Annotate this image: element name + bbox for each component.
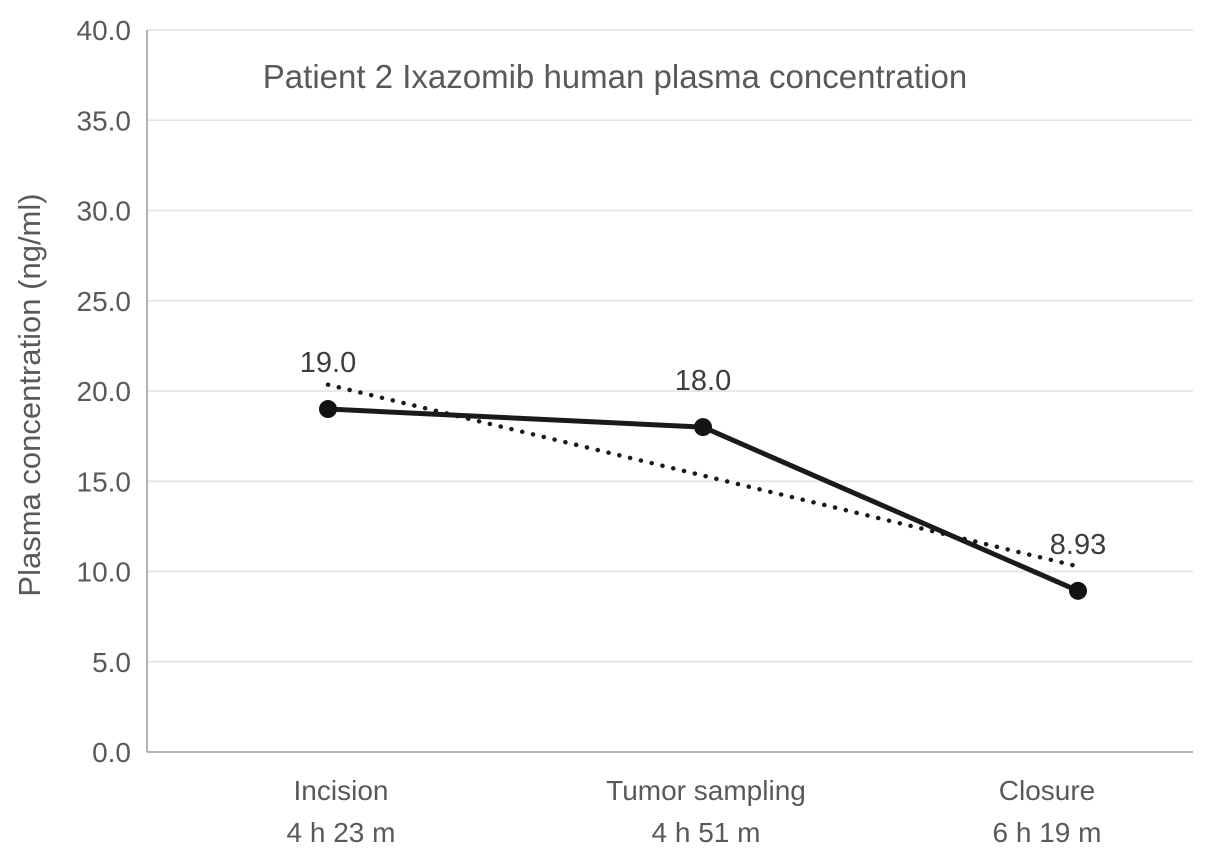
x-category-label: Closure (999, 775, 1095, 806)
x-category-label: Incision (294, 775, 389, 806)
x-category-time: 4 h 51 m (652, 817, 761, 848)
y-tick-label-30.0: 30.0 (77, 196, 132, 227)
data-label-0: 19.0 (300, 347, 356, 379)
series-line (325, 406, 1081, 594)
data-label-1: 18.0 (675, 365, 731, 397)
data-labels: 19.0 18.0 8.93 (300, 347, 1106, 561)
data-point-1 (694, 418, 712, 437)
x-category-time: 6 h 19 m (993, 817, 1102, 848)
y-tick-label-0.0: 0.0 (92, 737, 131, 768)
gridlines (147, 29, 1193, 663)
x-category-label: Tumor sampling (606, 775, 806, 806)
series-group (319, 400, 1087, 600)
x-category-time: 4 h 23 m (287, 817, 396, 848)
y-tick-label-25.0: 25.0 (77, 286, 132, 317)
y-tick-label-10.0: 10.0 (77, 557, 132, 588)
y-tick-label-35.0: 35.0 (77, 105, 132, 136)
y-tick-labels: 0.0 5.0 10.0 15.0 20.0 25.0 30.0 35.0 40.0 (77, 15, 132, 768)
y-tick-label-5.0: 5.0 (92, 647, 131, 678)
chart-title: Patient 2 Ixazomib human plasma concentr… (263, 58, 967, 95)
data-label-2: 8.93 (1050, 529, 1106, 561)
data-point-2 (1069, 581, 1087, 600)
y-tick-label-20.0: 20.0 (77, 376, 132, 407)
y-axis-title: Plasma concentration (ng/ml) (12, 193, 47, 596)
y-tick-label-40.0: 40.0 (77, 15, 132, 46)
x-category-labels: Incision 4 h 23 m Tumor sampling 4 h 51 m Cl… (287, 775, 1102, 848)
axes (146, 30, 1193, 753)
y-tick-label-15.0: 15.0 (77, 466, 132, 497)
data-point-0 (319, 400, 337, 419)
